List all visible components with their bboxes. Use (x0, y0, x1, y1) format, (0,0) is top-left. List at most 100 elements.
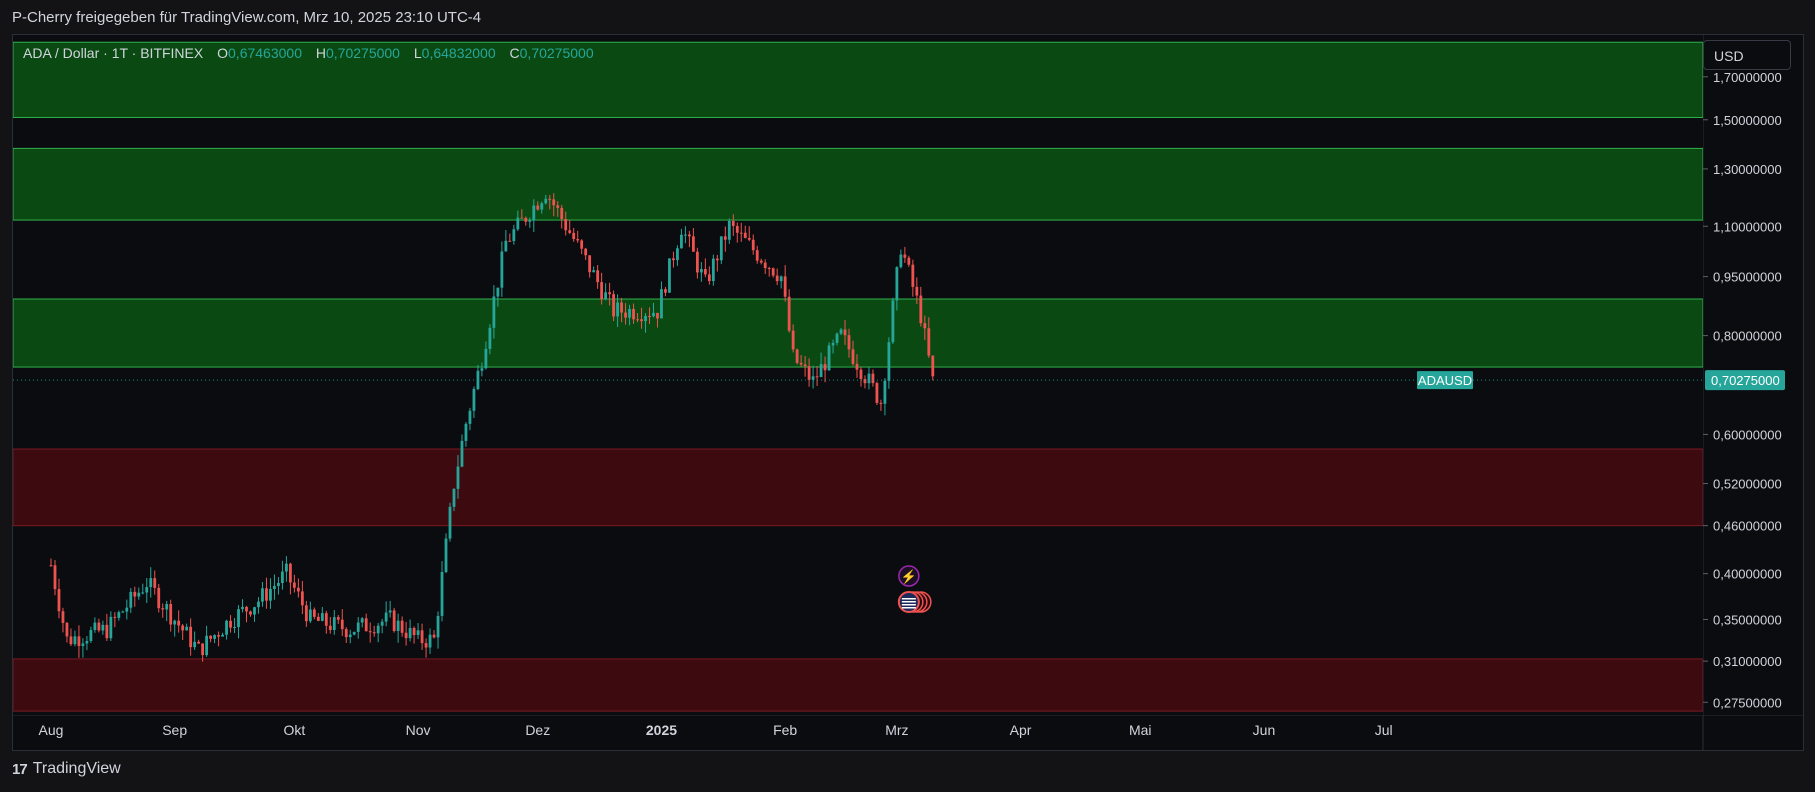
price-plot[interactable]: ⚡ ADAUSD (13, 35, 1703, 715)
candle-body (113, 616, 117, 618)
candle-114 (504, 229, 508, 252)
candle-body (101, 624, 105, 631)
candle-body (292, 582, 296, 588)
candle-body (719, 236, 723, 261)
candle-151 (652, 302, 655, 318)
candle-218 (919, 286, 923, 327)
candle-body (484, 348, 488, 369)
candle-150 (648, 307, 651, 324)
candle-body (779, 276, 783, 282)
time-axis[interactable]: Aug Sep Okt Nov Dez 2025 Feb Mrz Apr Mai Jun Jul (13, 715, 1803, 750)
candle-136 (592, 266, 596, 273)
candle-181 (771, 267, 775, 278)
candle-73 (340, 609, 344, 637)
candle-205 (867, 367, 871, 390)
candle-72 (336, 615, 340, 624)
candle-186 (791, 324, 795, 353)
open-value: 0,67463000 (228, 45, 302, 61)
x-tick-label: Dez (525, 722, 550, 738)
chart-panel[interactable]: ⚡ ADAUSD 1,70000000 1,50000000 1,30000000 1… (12, 34, 1804, 751)
candle-body (636, 319, 639, 321)
tradingview-logo-icon[interactable]: 17 (12, 760, 28, 778)
candle-185 (787, 289, 791, 333)
candle-body (632, 308, 635, 320)
candle-body (165, 604, 169, 610)
candle-157 (676, 245, 679, 266)
candle-58 (281, 560, 284, 590)
us-flag-icon (897, 591, 932, 613)
candle-164 (703, 258, 707, 278)
candle-123 (540, 201, 544, 214)
x-tick-label: Okt (283, 722, 305, 738)
candle-body (424, 643, 428, 648)
candle-82 (376, 622, 380, 643)
symbol-tag-bg (1417, 371, 1473, 390)
candle-207 (875, 381, 879, 406)
resistance-zone-0 (13, 41, 1703, 118)
candle-body (81, 643, 85, 646)
currency-button[interactable]: USD (1703, 40, 1791, 70)
candle-27 (157, 584, 161, 613)
candle-70 (328, 616, 332, 634)
footer-brand[interactable]: TradingView (32, 760, 121, 777)
candle-body (189, 626, 193, 648)
x-tick-label: Aug (39, 722, 64, 738)
candle-100 (448, 502, 452, 542)
candle-146 (632, 303, 635, 324)
candle-99 (444, 533, 448, 574)
candle-77 (356, 617, 360, 639)
price-axis[interactable]: 1,70000000 1,50000000 1,30000000 1,10000000… (1703, 35, 1803, 715)
candle-78 (360, 617, 364, 628)
candle-34 (185, 623, 189, 631)
candle-body (668, 258, 671, 293)
lightning-icon-glyph: ⚡ (901, 569, 917, 585)
candle-161 (691, 227, 695, 252)
x-tick-label: Feb (773, 722, 797, 738)
candle-125 (548, 195, 552, 210)
candle-39 (205, 625, 209, 657)
candle-body (380, 621, 384, 626)
candle-199 (843, 319, 847, 345)
candle-169 (723, 226, 727, 252)
candle-29 (165, 600, 169, 622)
candle-body (257, 601, 260, 608)
candle-192 (815, 365, 819, 386)
candle-46 (233, 618, 236, 634)
candle-90 (408, 619, 412, 642)
low-key: L (413, 45, 422, 61)
candle-body (185, 626, 189, 631)
candle-22 (137, 587, 141, 600)
candle-183 (779, 275, 783, 289)
candle-159 (684, 226, 687, 244)
candle-body (707, 274, 711, 282)
candle-body (560, 207, 564, 220)
candle-219 (923, 315, 927, 341)
candle-body (556, 205, 560, 208)
symbol-label[interactable]: ADA / Dollar · 1T · BITFINEX (23, 45, 204, 61)
y-tick-label: 1,50000000 (1713, 113, 1782, 128)
candle-body (332, 617, 336, 630)
candle-91 (412, 626, 416, 644)
x-tick-label: Jul (1375, 722, 1393, 738)
candle-119 (524, 216, 528, 226)
candle-body (628, 308, 631, 318)
candle-body (472, 389, 476, 411)
candle-body (197, 641, 201, 644)
candle-body (855, 363, 859, 370)
candle-102 (456, 455, 460, 499)
candle-body (839, 329, 843, 334)
candle-body (464, 423, 468, 441)
candle-body (173, 620, 177, 625)
candle-body (396, 620, 400, 631)
candle-193 (819, 352, 823, 378)
y-tick-label: 0,46000000 (1713, 519, 1782, 534)
candle-body (827, 345, 831, 371)
candle-174 (743, 225, 747, 239)
candle-body (843, 329, 847, 336)
candle-53 (261, 582, 264, 607)
candle-13 (101, 620, 105, 635)
candle-209 (883, 378, 887, 416)
candle-88 (400, 616, 404, 637)
candle-body (368, 631, 372, 633)
candle-216 (911, 259, 915, 297)
